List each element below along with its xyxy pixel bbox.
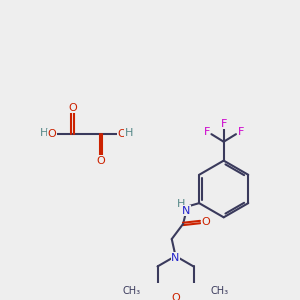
Text: F: F: [203, 127, 210, 137]
Text: F: F: [238, 127, 244, 137]
Text: O: O: [201, 217, 210, 227]
Text: O: O: [117, 129, 126, 139]
Text: H: H: [125, 128, 134, 138]
Text: H: H: [177, 199, 185, 209]
Text: CH₃: CH₃: [122, 286, 140, 296]
Text: N: N: [182, 206, 190, 216]
Text: H: H: [40, 128, 48, 138]
Text: O: O: [171, 292, 180, 300]
Text: O: O: [47, 129, 56, 139]
Text: O: O: [97, 156, 105, 166]
Text: N: N: [171, 253, 180, 263]
Text: CH₃: CH₃: [211, 286, 229, 296]
Text: F: F: [220, 119, 227, 129]
Text: O: O: [68, 103, 77, 113]
